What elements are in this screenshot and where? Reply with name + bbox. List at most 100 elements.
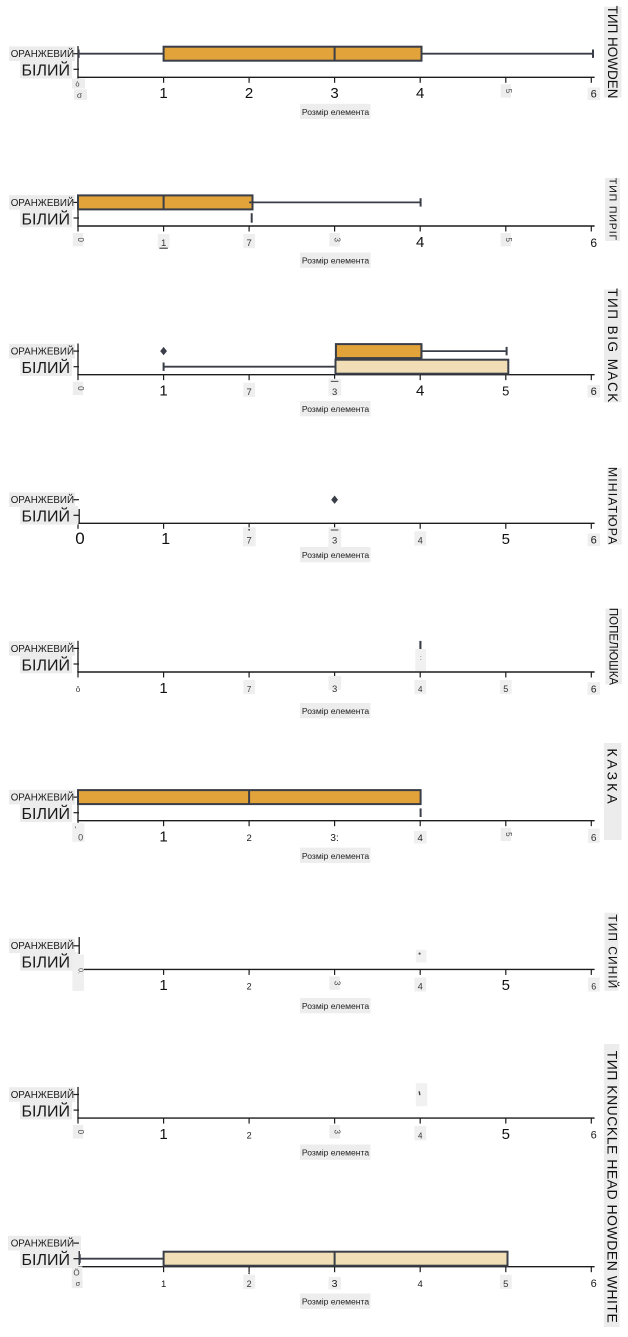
- svg-text:Розмір елемента: Розмір елемента: [302, 1001, 370, 1011]
- svg-text:6: 6: [591, 386, 597, 398]
- svg-text:Розмір елемента: Розмір елемента: [302, 550, 370, 560]
- svg-text:σ: σ: [76, 1279, 81, 1288]
- svg-text:ОРАНЖЕВИЙ: ОРАНЖЕВИЙ: [11, 197, 74, 209]
- svg-text:ОРАНЖЕВИЙ: ОРАНЖЕВИЙ: [11, 1238, 74, 1250]
- svg-text:4: 4: [418, 536, 423, 546]
- svg-text:7: 7: [246, 238, 251, 249]
- svg-text:Розмір елемента: Розмір елемента: [302, 1148, 370, 1158]
- svg-text:МІНІАТЮРА: МІНІАТЮРА: [606, 467, 620, 546]
- svg-text:5: 5: [504, 237, 513, 242]
- svg-text:ТИП BIG MACK: ТИП BIG MACK: [605, 288, 620, 403]
- svg-text:4: 4: [418, 685, 423, 694]
- svg-text:БІЛИЙ: БІЛИЙ: [22, 358, 70, 377]
- svg-text:3: 3: [330, 85, 338, 102]
- svg-text:1: 1: [159, 1126, 167, 1143]
- svg-text::: :: [420, 655, 422, 662]
- svg-text:ОРАНЖЕВИЙ: ОРАНЖЕВИЙ: [11, 48, 74, 60]
- svg-text:0: 0: [76, 237, 85, 242]
- svg-text:БІЛИЙ: БІЛИЙ: [22, 655, 70, 674]
- svg-text:1: 1: [161, 1279, 166, 1290]
- svg-text:5: 5: [504, 89, 513, 94]
- svg-text:3: 3: [333, 237, 342, 242]
- svg-text:6: 6: [591, 1278, 597, 1290]
- svg-text:ОРАНЖЕВИЙ: ОРАНЖЕВИЙ: [11, 792, 74, 804]
- svg-text:2: 2: [247, 1130, 252, 1140]
- svg-text:Розмір елемента: Розмір елемента: [302, 1297, 370, 1307]
- svg-text:6: 6: [591, 1129, 597, 1141]
- svg-text:БІЛИЙ: БІЛИЙ: [22, 1101, 70, 1120]
- svg-text:0: 0: [75, 529, 84, 548]
- svg-text:Ö: Ö: [73, 1269, 79, 1278]
- svg-text:6: 6: [591, 684, 597, 695]
- svg-text:1: 1: [159, 85, 167, 102]
- svg-text:ò: ò: [75, 79, 79, 88]
- svg-text:1: 1: [159, 383, 167, 400]
- svg-text:3: 3: [333, 981, 342, 986]
- svg-text:ТИП ПИРІГ: ТИП ПИРІГ: [607, 178, 619, 241]
- svg-text:σ: σ: [77, 90, 83, 100]
- svg-text:3: 3: [332, 684, 337, 695]
- svg-text:5: 5: [502, 1126, 510, 1143]
- svg-text:3:: 3:: [330, 833, 338, 844]
- svg-text:ОРАНЖЕВИЙ: ОРАНЖЕВИЙ: [11, 643, 74, 655]
- svg-text:7: 7: [246, 536, 251, 547]
- svg-text:4: 4: [418, 982, 423, 992]
- svg-text:0: 0: [76, 386, 85, 391]
- svg-text:БІЛИЙ: БІЛИЙ: [22, 1250, 70, 1269]
- svg-text:3: 3: [333, 1130, 342, 1135]
- svg-text:ТИП СИНІЙ: ТИП СИНІЙ: [606, 914, 621, 989]
- svg-text:0: 0: [76, 1130, 85, 1135]
- svg-text:Розмір елемента: Розмір елемента: [302, 107, 370, 117]
- svg-text:Розмір елемента: Розмір елемента: [302, 404, 370, 414]
- svg-text:ПОПЕЛЮШКА: ПОПЕЛЮШКА: [607, 608, 619, 686]
- svg-text:5: 5: [503, 684, 508, 694]
- svg-text:4: 4: [416, 85, 424, 102]
- svg-text:7: 7: [247, 685, 252, 694]
- svg-text:1: 1: [159, 977, 167, 994]
- svg-text:2: 2: [247, 982, 252, 992]
- svg-text:ОРАНЖЕВИЙ: ОРАНЖЕВИЙ: [11, 346, 74, 358]
- svg-text:6: 6: [591, 535, 597, 547]
- svg-text:1: 1: [161, 531, 170, 548]
- svg-text:КАЗКА: КАЗКА: [605, 748, 621, 806]
- svg-text:5: 5: [502, 531, 510, 548]
- svg-text:БІЛИЙ: БІЛИЙ: [22, 953, 70, 972]
- svg-text:БІЛИЙ: БІЛИЙ: [22, 507, 70, 526]
- svg-text:ТИП KNUCKLE HEAD HOWDEN WHITE: ТИП KNUCKLE HEAD HOWDEN WHITE: [605, 1051, 621, 1324]
- svg-text:4: 4: [418, 833, 423, 844]
- svg-text:Розмір елемента: Розмір елемента: [302, 706, 370, 716]
- svg-text:0: 0: [78, 833, 83, 843]
- svg-text:2: 2: [247, 1279, 252, 1289]
- svg-text:6: 6: [590, 236, 597, 250]
- svg-text:4: 4: [416, 234, 424, 251]
- svg-text:1: 1: [161, 238, 166, 249]
- svg-text:6: 6: [591, 982, 596, 992]
- svg-text:5: 5: [502, 384, 509, 399]
- svg-text:3: 3: [332, 1278, 338, 1290]
- svg-text:5: 5: [502, 977, 510, 994]
- svg-text:4: 4: [418, 1279, 423, 1290]
- svg-text:2: 2: [245, 85, 253, 102]
- svg-text:3: 3: [332, 387, 337, 398]
- svg-text:БІЛИЙ: БІЛИЙ: [22, 209, 70, 228]
- svg-text:БІЛИЙ: БІЛИЙ: [22, 61, 70, 80]
- svg-text:5: 5: [503, 1279, 508, 1290]
- svg-text:': ': [75, 826, 77, 835]
- svg-text:0.: 0.: [77, 968, 84, 974]
- svg-text:Розмір елемента: Розмір елемента: [302, 256, 370, 266]
- svg-text:7: 7: [246, 387, 251, 398]
- svg-text:ō: ō: [76, 685, 81, 694]
- svg-text:5: 5: [504, 832, 513, 837]
- svg-text:3: 3: [332, 536, 337, 547]
- svg-text:1: 1: [159, 829, 167, 846]
- svg-text:1: 1: [159, 680, 167, 697]
- svg-text:ТИП HOWDEN: ТИП HOWDEN: [605, 6, 620, 99]
- svg-text:ОРАНЖЕВИЙ: ОРАНЖЕВИЙ: [11, 940, 74, 952]
- svg-text:4: 4: [418, 1131, 423, 1140]
- svg-text:6: 6: [591, 833, 597, 844]
- svg-text:4: 4: [416, 383, 424, 400]
- svg-text:6: 6: [591, 89, 597, 101]
- svg-text:БІЛИЙ: БІЛИЙ: [22, 804, 70, 823]
- svg-text:ОРАНЖЕВИЙ: ОРАНЖЕВИЙ: [11, 494, 74, 506]
- svg-text:Розмір елемента: Розмір елемента: [302, 851, 370, 861]
